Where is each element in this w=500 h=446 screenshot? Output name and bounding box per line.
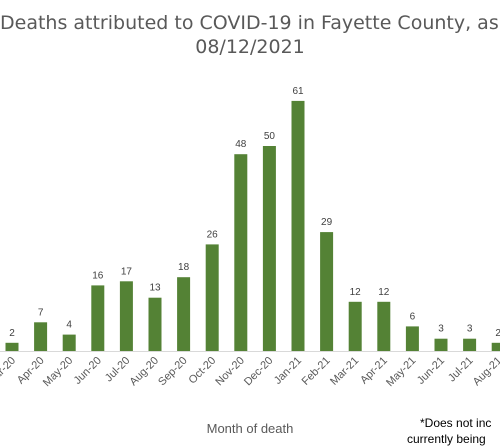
bar-Jan-21 [291, 100, 305, 352]
x-tick-label-Aug-20: Aug-20 [128, 355, 162, 389]
bar-Jul-20 [119, 281, 133, 351]
data-label-Aug-21: 2 [495, 328, 500, 339]
chart-title-line-2: 08/12/2021 [195, 36, 305, 58]
footnote-line-1: *Does not inc [420, 416, 492, 430]
data-label-Jul-20: 17 [121, 266, 133, 277]
x-tick-label-Feb-21: Feb-21 [300, 355, 333, 388]
x-tick-label-May-21: May-21 [384, 355, 418, 389]
data-label-Mar-20: 2 [9, 328, 15, 339]
bar-Apr-21 [377, 301, 391, 351]
x-tick-label-May-20: May-20 [41, 355, 75, 389]
bar-Jun-21 [434, 338, 448, 351]
data-label-Aug-20: 13 [149, 283, 161, 294]
data-label-May-21: 6 [410, 311, 416, 322]
x-axis-title: Month of death [206, 421, 294, 436]
bar-May-20 [62, 334, 76, 351]
data-label-Jul-21: 3 [467, 324, 473, 335]
bar-Aug-21 [491, 342, 500, 351]
footnote-line-2: currently being [407, 432, 486, 446]
bar-Oct-20 [205, 244, 219, 351]
bar-Nov-20 [234, 154, 248, 351]
bar-Mar-21 [348, 301, 362, 351]
x-tick-label-Sep-20: Sep-20 [156, 355, 190, 389]
x-tick-label-Jun-20: Jun-20 [72, 355, 104, 387]
x-tick-label-Jan-21: Jan-21 [272, 355, 304, 387]
bar-Dec-20 [262, 146, 276, 351]
bar-Jun-20 [91, 285, 105, 351]
x-tick-label-Nov-20: Nov-20 [213, 355, 247, 389]
data-label-Mar-21: 12 [350, 287, 362, 298]
data-label-Nov-20: 48 [235, 139, 247, 150]
x-tick-label-Aug-21: Aug-21 [471, 355, 500, 389]
data-label-Feb-21: 29 [321, 217, 333, 228]
chart-title-line-1: Deaths attributed to COVID-19 in Fayette… [0, 12, 500, 34]
x-tick-label-Dec-20: Dec-20 [242, 355, 276, 389]
data-label-Apr-21: 12 [378, 287, 390, 298]
data-label-Oct-20: 26 [207, 229, 219, 240]
bar-May-21 [405, 326, 419, 351]
data-label-Sep-20: 18 [178, 262, 190, 273]
data-label-Jun-20: 16 [92, 270, 104, 281]
data-label-Dec-20: 50 [264, 131, 276, 142]
data-label-May-20: 4 [66, 320, 72, 331]
bar-Sep-20 [177, 277, 191, 351]
data-label-Apr-20: 7 [38, 307, 44, 318]
x-tick-label-Oct-20: Oct-20 [186, 355, 218, 387]
x-tick-label-Mar-20: Mar-20 [0, 355, 18, 388]
data-label-Jan-21: 61 [292, 86, 304, 97]
bar-Aug-20 [148, 297, 162, 351]
bar-Jul-21 [463, 338, 477, 351]
data-label-Jun-21: 3 [438, 324, 444, 335]
x-tick-label-Mar-21: Mar-21 [328, 355, 361, 388]
bar-Feb-21 [320, 232, 334, 351]
bar-Apr-20 [34, 322, 48, 351]
x-tick-label-Jun-21: Jun-21 [415, 355, 447, 387]
bar-Mar-20 [5, 342, 19, 351]
